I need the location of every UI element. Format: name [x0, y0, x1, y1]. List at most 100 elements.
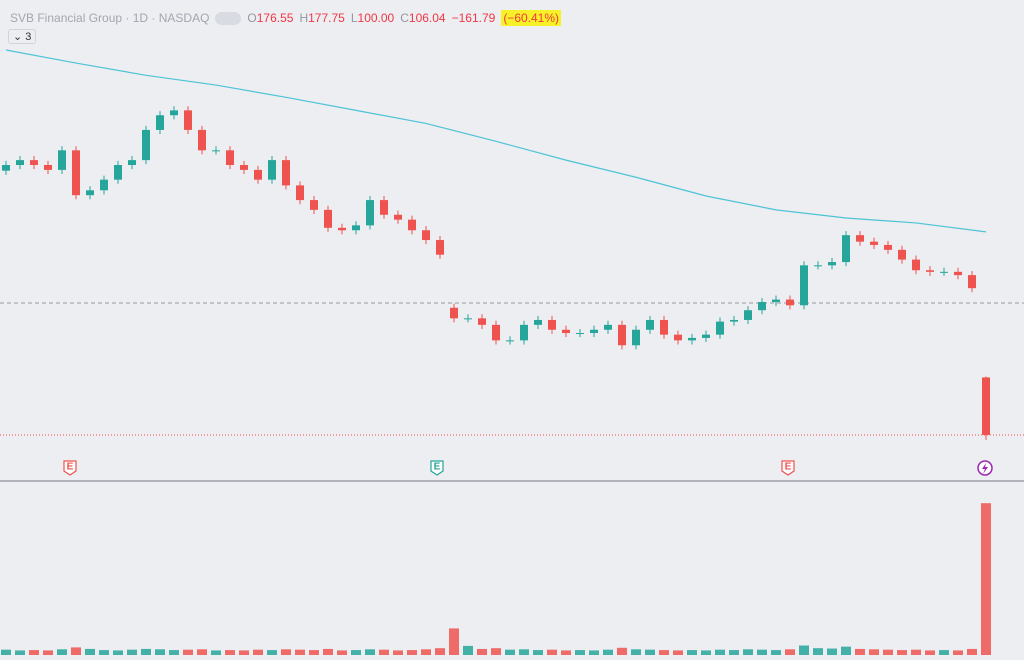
volume-bar — [281, 649, 291, 655]
candle-body — [240, 165, 248, 170]
volume-bar — [351, 650, 361, 655]
volume-bar — [421, 649, 431, 655]
volume-bar — [533, 650, 543, 655]
volume-bar — [589, 650, 599, 655]
candle-body — [632, 329, 640, 346]
candle-body — [282, 160, 290, 186]
volume-bar — [449, 628, 459, 655]
volume-bar — [841, 646, 851, 655]
candle-body — [296, 185, 304, 201]
volume-bar — [701, 650, 711, 655]
candle-body — [310, 200, 318, 210]
candle-body — [478, 318, 486, 325]
candle-body — [716, 321, 724, 335]
candle-body — [758, 302, 766, 311]
candle-body — [366, 200, 374, 226]
candle-body — [226, 150, 234, 166]
candle-body — [464, 318, 472, 320]
volume-bar — [435, 648, 445, 655]
candle-body — [534, 319, 542, 325]
candle-body — [548, 319, 556, 330]
candle-body — [744, 310, 752, 320]
candle-body — [590, 329, 598, 334]
candle-body — [422, 230, 430, 241]
volume-bar — [939, 650, 949, 655]
volume-bar — [407, 650, 417, 655]
candle-body — [870, 241, 878, 245]
candle-body — [646, 319, 654, 330]
candle-body — [604, 324, 612, 330]
candle-body — [660, 319, 668, 335]
candle-body — [212, 150, 220, 152]
candle-body — [926, 270, 934, 272]
volume-bar — [155, 649, 165, 655]
indicators-toggle[interactable]: ⌄ 3 — [8, 29, 37, 44]
candle-body — [856, 235, 864, 242]
visibility-toggle[interactable] — [215, 11, 242, 25]
volume-bar — [813, 648, 823, 655]
candle-body — [954, 271, 962, 276]
symbol-title[interactable]: SVB Financial Group · 1D · NASDAQ — [10, 11, 210, 25]
candle-body — [450, 307, 458, 319]
volume-bar — [477, 648, 487, 655]
volume-bar — [617, 647, 627, 655]
volume-bar — [575, 650, 585, 655]
candle-body — [940, 271, 948, 273]
volume-bar — [491, 648, 501, 655]
header: SVB Financial Group · 1D · NASDAQ O176.5… — [10, 10, 562, 26]
candle-body — [968, 275, 976, 289]
volume-bar — [925, 650, 935, 655]
candle-body — [842, 235, 850, 263]
volume-bar — [981, 503, 991, 655]
volume-bar — [393, 650, 403, 655]
candle-body — [492, 324, 500, 341]
candle-body — [58, 150, 66, 170]
volume-bar — [897, 650, 907, 655]
h-label: H — [299, 11, 309, 25]
earnings-label: E — [785, 462, 792, 473]
volume-bar — [337, 650, 347, 655]
volume-bar — [365, 649, 375, 655]
volume-bar — [855, 648, 865, 655]
dividend-bolt — [982, 463, 988, 474]
change-pct: (−60.41%) — [501, 10, 562, 26]
earnings-label: E — [67, 462, 74, 473]
volume-bar — [771, 650, 781, 655]
candle-body — [114, 165, 122, 180]
candle-body — [100, 179, 108, 191]
candle-body — [394, 214, 402, 220]
c-label: C — [400, 11, 409, 25]
volume-bar — [309, 650, 319, 655]
candle-body — [772, 299, 780, 303]
candle-body — [688, 337, 696, 341]
volume-bar — [715, 649, 725, 655]
volume-bar — [113, 650, 123, 655]
earnings-icon — [781, 460, 795, 476]
candle-body — [618, 324, 626, 346]
candle-body — [142, 129, 150, 161]
o-value: 176.55 — [256, 11, 294, 25]
volume-bar — [827, 648, 837, 655]
o-label: O — [247, 11, 257, 25]
candle-body — [2, 165, 10, 171]
volume-bar — [71, 647, 81, 655]
candle-body — [814, 265, 822, 267]
volume-bar — [953, 650, 963, 655]
volume-bar — [757, 649, 767, 655]
candle-body — [884, 244, 892, 250]
earnings-icon — [430, 460, 444, 476]
candle-body — [352, 225, 360, 231]
candle-body — [982, 377, 990, 435]
l-label: L — [350, 11, 358, 25]
candle-body — [198, 129, 206, 151]
candle-body — [254, 169, 262, 180]
volume-bar — [547, 649, 557, 655]
volume-bar — [799, 645, 809, 655]
candle-body — [156, 115, 164, 130]
volume-bar — [225, 650, 235, 655]
volume-bar — [729, 650, 739, 655]
volume-bar — [29, 650, 39, 655]
candle-body — [506, 340, 514, 342]
